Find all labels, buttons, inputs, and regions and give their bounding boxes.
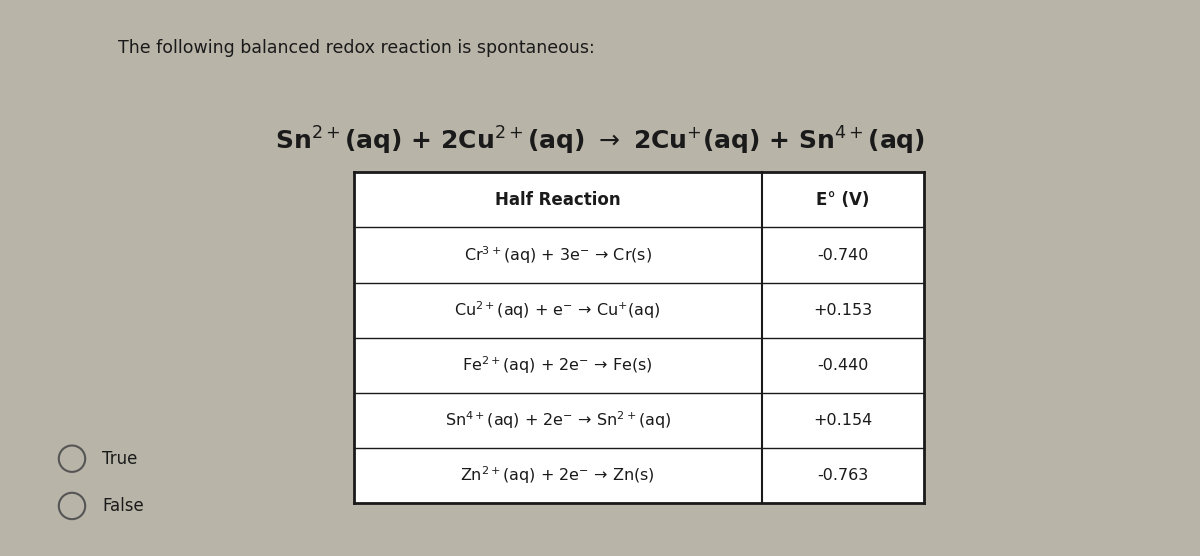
- Text: -0.440: -0.440: [817, 358, 869, 373]
- Text: +0.154: +0.154: [814, 413, 872, 428]
- Text: The following balanced redox reaction is spontaneous:: The following balanced redox reaction is…: [118, 39, 594, 57]
- Text: Half Reaction: Half Reaction: [494, 191, 620, 209]
- Text: Cr$^{3+}$(aq) + 3e$^{-}$ → Cr(s): Cr$^{3+}$(aq) + 3e$^{-}$ → Cr(s): [463, 244, 652, 266]
- Text: Sn$^{4+}$(aq) + 2e$^{-}$ → Sn$^{2+}$(aq): Sn$^{4+}$(aq) + 2e$^{-}$ → Sn$^{2+}$(aq): [445, 410, 671, 431]
- Text: Fe$^{2+}$(aq) + 2e$^{-}$ → Fe(s): Fe$^{2+}$(aq) + 2e$^{-}$ → Fe(s): [462, 355, 653, 376]
- Text: Cu$^{2+}$(aq) + e$^{-}$ → Cu$^{+}$(aq): Cu$^{2+}$(aq) + e$^{-}$ → Cu$^{+}$(aq): [455, 299, 661, 321]
- Text: True: True: [102, 450, 137, 468]
- Text: -0.740: -0.740: [817, 247, 869, 262]
- Text: False: False: [102, 497, 144, 515]
- Bar: [354, 172, 924, 503]
- Text: +0.153: +0.153: [814, 302, 872, 317]
- Text: E° (V): E° (V): [816, 191, 870, 209]
- Text: -0.763: -0.763: [817, 468, 869, 483]
- Text: Sn$^{2+}$(aq) + 2Cu$^{2+}$(aq) $\rightarrow$ 2Cu$^{+}$(aq) + Sn$^{4+}$(aq): Sn$^{2+}$(aq) + 2Cu$^{2+}$(aq) $\rightar…: [275, 125, 925, 157]
- Text: Zn$^{2+}$(aq) + 2e$^{-}$ → Zn(s): Zn$^{2+}$(aq) + 2e$^{-}$ → Zn(s): [461, 465, 655, 486]
